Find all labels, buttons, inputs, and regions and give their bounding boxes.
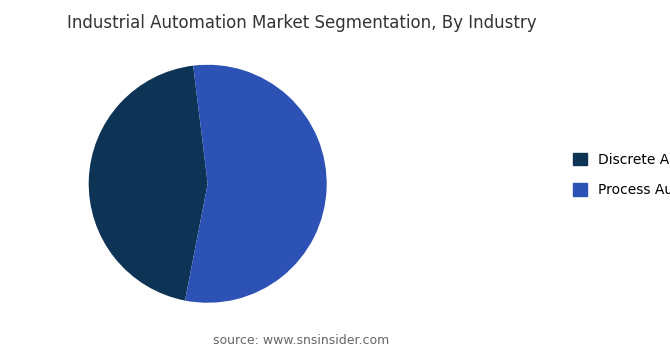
Wedge shape	[185, 65, 327, 303]
Text: Industrial Automation Market Segmentation, By Industry: Industrial Automation Market Segmentatio…	[67, 14, 536, 32]
Text: source: www.snsinsider.com: source: www.snsinsider.com	[213, 334, 390, 346]
Legend: Discrete Automation, Process Automation: Discrete Automation, Process Automation	[573, 153, 670, 197]
Wedge shape	[88, 66, 208, 301]
